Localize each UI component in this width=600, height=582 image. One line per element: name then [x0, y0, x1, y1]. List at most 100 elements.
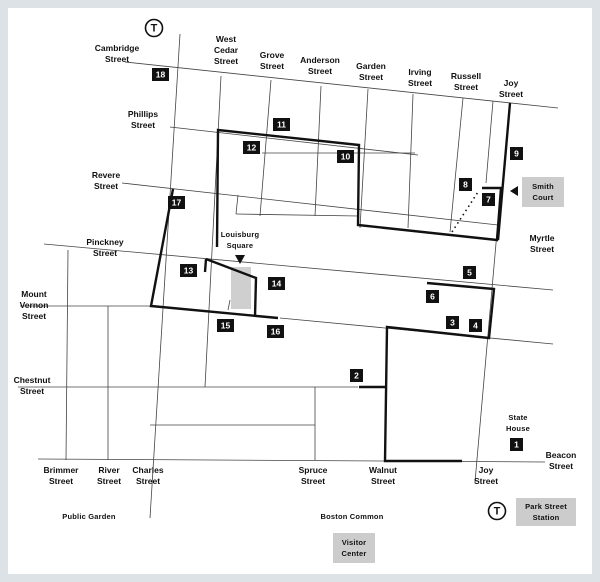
svg-text:Street: Street: [301, 476, 325, 486]
tour-route: [149, 102, 512, 463]
svg-text:11: 11: [277, 120, 286, 130]
svg-text:Station: Station: [533, 513, 560, 522]
label-state-house: State House: [506, 413, 530, 433]
louisburg-square-pointer: [235, 255, 245, 264]
stop-marker-6[interactable]: 6: [426, 290, 439, 303]
visitor-center-callout: Visitor Center: [333, 533, 375, 563]
svg-text:Street: Street: [20, 386, 44, 396]
west-cedar-street-line: [204, 75, 222, 388]
stop-marker-11[interactable]: 11: [273, 118, 290, 131]
svg-text:5: 5: [467, 268, 472, 278]
stop-marker-12[interactable]: 12: [243, 141, 260, 154]
svg-text:Street: Street: [94, 181, 118, 191]
svg-text:Joy: Joy: [479, 465, 494, 475]
svg-text:Street: Street: [105, 54, 129, 64]
lane-a: [235, 194, 239, 215]
svg-text:12: 12: [247, 143, 257, 153]
label-public-garden: Public Garden: [62, 512, 116, 521]
stop-marker-17[interactable]: 17: [168, 196, 185, 209]
svg-text:Street: Street: [97, 476, 121, 486]
phillips-street-line: [169, 126, 419, 156]
svg-text:Phillips: Phillips: [128, 109, 159, 119]
svg-text:8: 8: [463, 180, 468, 190]
svg-text:Street: Street: [408, 78, 432, 88]
stop-marker-9[interactable]: 9: [510, 147, 523, 160]
svg-text:Brimmer: Brimmer: [44, 465, 80, 475]
stop-marker-8[interactable]: 8: [459, 178, 472, 191]
svg-text:Court: Court: [533, 193, 554, 202]
svg-text:Street: Street: [22, 311, 46, 321]
svg-text:Irving: Irving: [408, 67, 431, 77]
stop-marker-13[interactable]: 13: [180, 264, 197, 277]
svg-text:Chestnut: Chestnut: [14, 375, 51, 385]
svg-text:Street: Street: [136, 476, 160, 486]
svg-text:Street: Street: [371, 476, 395, 486]
svg-text:Spruce: Spruce: [299, 465, 328, 475]
stop-marker-18[interactable]: 18: [152, 68, 169, 81]
pinckney-street-line: [43, 243, 554, 291]
svg-text:Vernon: Vernon: [20, 300, 49, 310]
grove-street-line: [259, 79, 272, 217]
louisburg-square-park: [231, 267, 251, 309]
stop-marker-14[interactable]: 14: [268, 277, 285, 290]
svg-text:T: T: [494, 506, 501, 518]
svg-text:Park Street: Park Street: [525, 502, 567, 511]
svg-text:14: 14: [272, 279, 282, 289]
svg-text:Square: Square: [227, 241, 254, 250]
svg-text:Street: Street: [260, 61, 284, 71]
svg-text:10: 10: [341, 152, 351, 162]
svg-text:Walnut: Walnut: [369, 465, 397, 475]
svg-text:Smith: Smith: [532, 182, 554, 191]
svg-text:Beacon: Beacon: [546, 450, 577, 460]
svg-text:Street: Street: [214, 56, 238, 66]
stop-marker-4[interactable]: 4: [469, 319, 482, 332]
svg-text:Garden: Garden: [356, 61, 386, 71]
stop-marker-10[interactable]: 10: [337, 150, 354, 163]
svg-text:7: 7: [486, 195, 491, 205]
lane-b: [235, 213, 359, 217]
svg-text:Myrtle: Myrtle: [529, 233, 554, 243]
svg-text:15: 15: [221, 321, 231, 331]
stop-marker-2[interactable]: 2: [350, 369, 363, 382]
svg-text:16: 16: [271, 327, 281, 337]
svg-text:2: 2: [354, 371, 359, 381]
irving-street-line: [407, 93, 414, 229]
svg-text:Street: Street: [530, 244, 554, 254]
svg-text:Cambridge: Cambridge: [95, 43, 140, 53]
label-louisburg-square: Louisburg Square: [221, 230, 259, 250]
label-boston-common: Boston Common: [320, 512, 383, 521]
stop-marker-15[interactable]: 15: [217, 319, 234, 332]
stop-marker-3[interactable]: 3: [446, 316, 459, 329]
svg-text:18: 18: [156, 70, 166, 80]
svg-text:Street: Street: [499, 89, 523, 99]
joy-street-line: [474, 231, 498, 483]
russell-street-line: [449, 97, 464, 233]
stop-marker-7[interactable]: 7: [482, 193, 495, 206]
street-grid: [18, 33, 559, 519]
stop-marker-5[interactable]: 5: [463, 266, 476, 279]
svg-text:9: 9: [514, 149, 519, 159]
svg-text:State: State: [508, 413, 527, 422]
stop-marker-1[interactable]: 1: [510, 438, 523, 451]
svg-text:Mount: Mount: [21, 289, 47, 299]
brimmer-street-line: [65, 249, 69, 461]
svg-text:Charles: Charles: [132, 465, 163, 475]
svg-text:Street: Street: [93, 248, 117, 258]
stop-marker-16[interactable]: 16: [267, 325, 284, 338]
